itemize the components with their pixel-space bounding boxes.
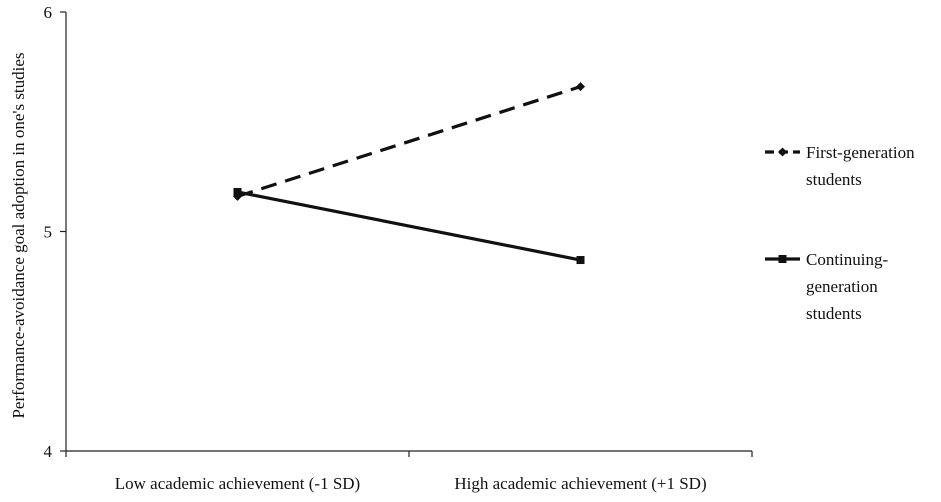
- legend-item: Continuing-generation students: [765, 250, 889, 323]
- legend-swatch-marker: [778, 147, 787, 157]
- legend: First-generationstudentsContinuing-gener…: [765, 143, 915, 323]
- series-line: [237, 190, 581, 262]
- y-axis-label: Performance-avoidance goal adoption in o…: [9, 52, 28, 418]
- y-tick-label: 6: [44, 3, 53, 22]
- data-point: [576, 82, 585, 92]
- series-continuing-generation: [233, 187, 585, 265]
- legend-swatch-marker: [778, 255, 787, 263]
- legend-label: students: [806, 304, 862, 323]
- axes: 4 5 6 Low academic achievement (-1 SD) High …: [9, 3, 753, 493]
- plot-area: [233, 82, 585, 265]
- series-first-generation: [233, 82, 585, 201]
- legend-label: Continuing-: [806, 250, 889, 269]
- x-tick-label: High academic achievement (+1 SD): [454, 474, 706, 493]
- x-tick-label: Low academic achievement (-1 SD): [115, 474, 360, 493]
- series-line: [237, 85, 581, 198]
- y-tick-label: 5: [44, 223, 53, 242]
- legend-label: students: [806, 170, 862, 189]
- data-point: [576, 256, 585, 265]
- legend-label: First-generation: [806, 143, 915, 162]
- legend-item: First-generation students: [765, 143, 915, 189]
- y-tick-label: 4: [44, 442, 53, 461]
- data-point: [233, 187, 242, 196]
- legend-label: generation: [806, 277, 878, 296]
